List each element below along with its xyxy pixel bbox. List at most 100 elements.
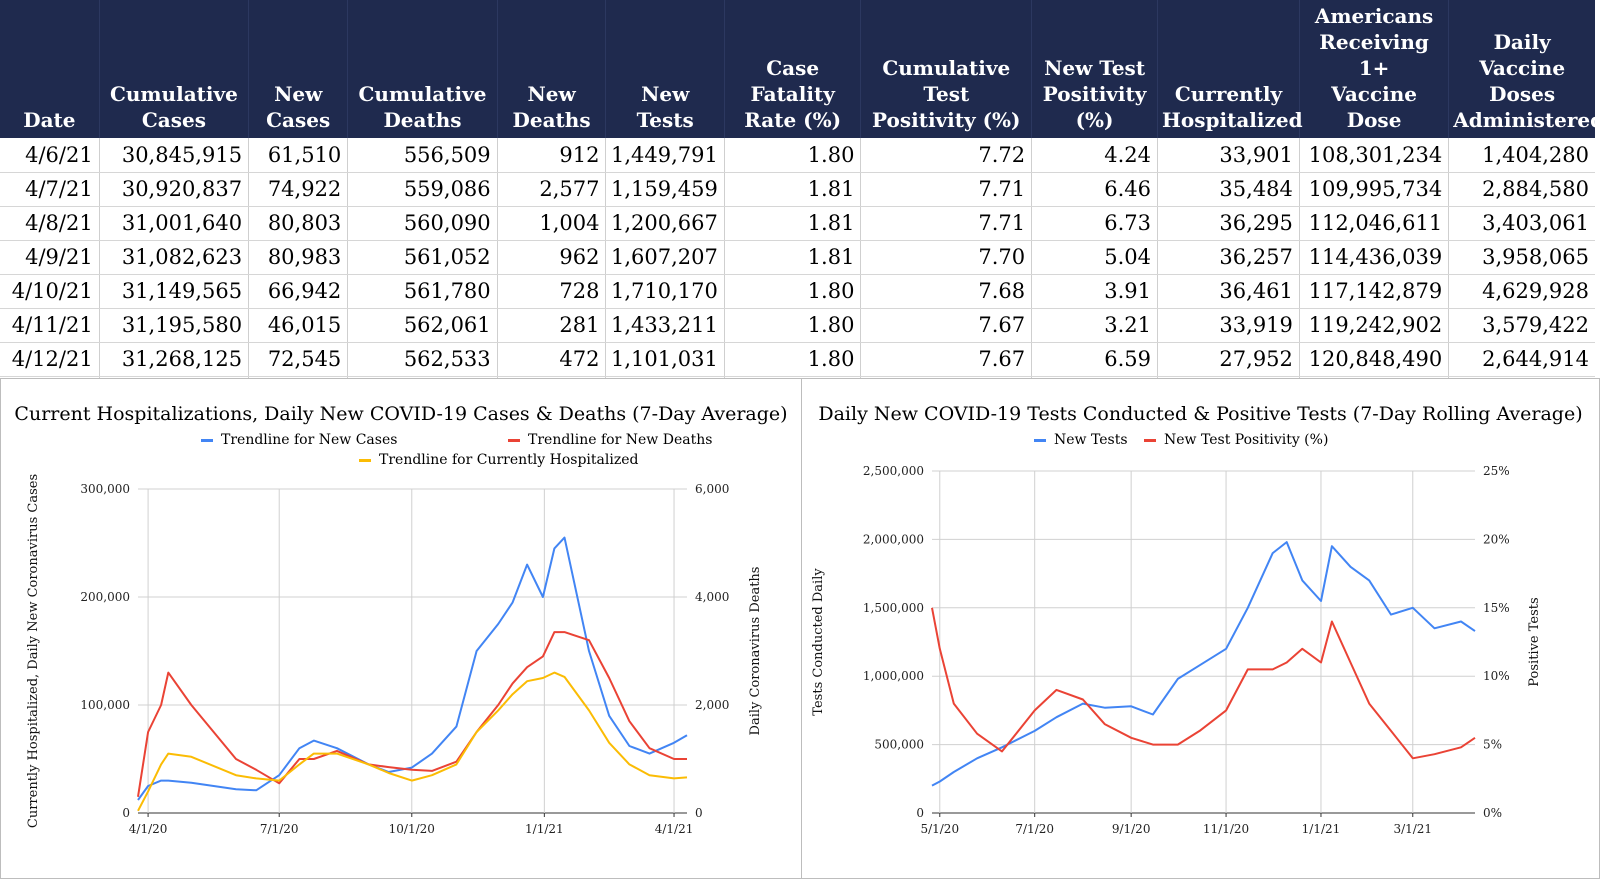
table-cell: 117,142,879 [1299, 274, 1450, 309]
table-cell: 30,920,837 [99, 172, 250, 207]
table-cell: 1.80 [724, 138, 862, 173]
y-tick-label: 500,000 [874, 738, 924, 752]
table-cell: 4/9/21 [0, 240, 100, 275]
table-cell: 562,533 [347, 342, 498, 377]
y-tick-label: 300,000 [80, 482, 130, 496]
table-cell: 114,436,039 [1299, 240, 1450, 275]
x-tick-label: 4/1/20 [129, 822, 168, 836]
covid-stats-table: Date Cumulative Cases New Cases Cumulative Dea… [0, 0, 1600, 411]
table-cell: 1,200,667 [605, 206, 725, 241]
column-header: New Deaths [497, 0, 607, 138]
table-cell: 3.21 [1031, 308, 1159, 343]
legend-swatch-red [1144, 438, 1156, 442]
table-cell: 7.70 [860, 240, 1033, 275]
table-cell: 119,242,902 [1299, 308, 1450, 343]
table-row: 4/8/21 31,001,640 80,803 560,090 1,004 1,200,… [0, 206, 1595, 241]
table-cell: 46,015 [248, 308, 349, 343]
table-cell: 4/12/21 [0, 342, 100, 377]
column-header-line: New [274, 82, 323, 106]
table-cell: 31,082,623 [99, 240, 250, 275]
legend-swatch-yellow [359, 458, 371, 462]
table-header-row: Date Cumulative Cases New Cases Cumulative Dea… [0, 0, 1600, 138]
table-cell: 3,403,061 [1448, 206, 1595, 241]
table-cell: 1.80 [724, 342, 862, 377]
column-header-line: Currently [1174, 82, 1283, 106]
x-tick-label: 3/1/21 [1393, 822, 1432, 836]
table-cell: 4,629,928 [1448, 274, 1595, 309]
column-header: Date [0, 0, 100, 138]
y2-tick-label: 4,000 [695, 590, 729, 604]
legend-item-hospitalized: Trendline for Currently Hospitalized [359, 452, 638, 468]
column-header: New Tests [605, 0, 725, 138]
y-tick-label: 200,000 [80, 590, 130, 604]
y-tick-label: 2,000,000 [863, 532, 924, 546]
column-header-line: Cumulative [358, 82, 487, 106]
legend-label: New Tests [1054, 432, 1128, 448]
x-tick-label: 4/1/21 [655, 822, 694, 836]
y2-tick-label: 5% [1483, 738, 1502, 752]
table-cell: 5.04 [1031, 240, 1159, 275]
legend-swatch-red [508, 438, 520, 442]
table-cell: 1.81 [724, 172, 862, 207]
table-cell: 30,845,915 [99, 138, 250, 173]
table-cell: 109,995,734 [1299, 172, 1450, 207]
series-line-0 [137, 536, 688, 801]
column-header-line: New Test [1044, 56, 1146, 80]
table-cell: 33,901 [1157, 138, 1300, 173]
legend-item-new-cases: Trendline for New Cases [201, 432, 397, 448]
table-row: 4/7/21 30,920,837 74,922 559,086 2,577 1,159,… [0, 172, 1595, 207]
y-tick-label: 1,000,000 [863, 669, 924, 683]
table-cell: 108,301,234 [1299, 138, 1450, 173]
table-cell: 1.80 [724, 274, 862, 309]
legend-label: New Test Positivity (%) [1164, 432, 1329, 448]
table-cell: 3,958,065 [1448, 240, 1595, 275]
table-cell: 35,484 [1157, 172, 1300, 207]
x-tick-label: 7/1/20 [1015, 822, 1054, 836]
hospitalizations-chart: 0 0 100,000 2,000 200,000 4,000 300,000 6,000 4/… [26, 474, 763, 836]
table-cell: 561,052 [347, 240, 498, 275]
table-cell: 31,001,640 [99, 206, 250, 241]
column-header-line: Receiving 1+ [1319, 30, 1429, 80]
table-cell: 1,607,207 [605, 240, 725, 275]
table-cell: 2,577 [497, 172, 607, 207]
column-header: New Cases [248, 0, 349, 138]
table-cell: 4/10/21 [0, 274, 100, 309]
table-cell: 1,004 [497, 206, 607, 241]
x-tick-label: 9/1/20 [1112, 822, 1151, 836]
y2-tick-label: 0% [1483, 806, 1502, 820]
table-cell: 561,780 [347, 274, 498, 309]
column-header-line: New [527, 82, 576, 106]
legend-swatch-blue [201, 438, 213, 442]
table-cell: 1.80 [724, 308, 862, 343]
table-cell: 1,101,031 [605, 342, 725, 377]
table-cell: 559,086 [347, 172, 498, 207]
legend-item-new-tests: New Tests [1034, 432, 1128, 448]
table-body: 4/6/21 30,845,915 61,510 556,509 912 1,449,79… [0, 138, 1595, 411]
table-cell: 4.24 [1031, 138, 1159, 173]
table-cell: 2,644,914 [1448, 342, 1595, 377]
table-cell: 728 [497, 274, 607, 309]
table-cell: 560,090 [347, 206, 498, 241]
table-cell: 7.67 [860, 308, 1033, 343]
y-tick-label: 100,000 [80, 698, 130, 712]
legend-label: Trendline for Currently Hospitalized [379, 452, 639, 468]
table-row: 4/6/21 30,845,915 61,510 556,509 912 1,449,79… [0, 138, 1595, 173]
table-cell: 556,509 [347, 138, 498, 173]
table-cell: 7.71 [860, 172, 1033, 207]
tests-chart: 0 0% 500,000 5% 1,000,000 10% 1,500,000 15% 2,00… [811, 464, 1542, 836]
y2-tick-label: 25% [1483, 464, 1510, 478]
y-tick-label: 2,500,000 [863, 464, 924, 478]
table-cell: 112,046,611 [1299, 206, 1450, 241]
table-cell: 36,461 [1157, 274, 1300, 309]
table-cell: 962 [497, 240, 607, 275]
column-header: Cumulative Test Positivity (%) [860, 0, 1033, 138]
table-cell: 120,848,490 [1299, 342, 1450, 377]
table-cell: 6.59 [1031, 342, 1159, 377]
y-tick-label: 1,500,000 [863, 601, 924, 615]
table-cell: 3,579,422 [1448, 308, 1595, 343]
column-header-line: Tests [636, 108, 694, 132]
series-line-1 [931, 607, 1476, 760]
table-cell: 36,257 [1157, 240, 1300, 275]
y2-tick-label: 2,000 [695, 698, 729, 712]
table-cell: 72,545 [248, 342, 349, 377]
